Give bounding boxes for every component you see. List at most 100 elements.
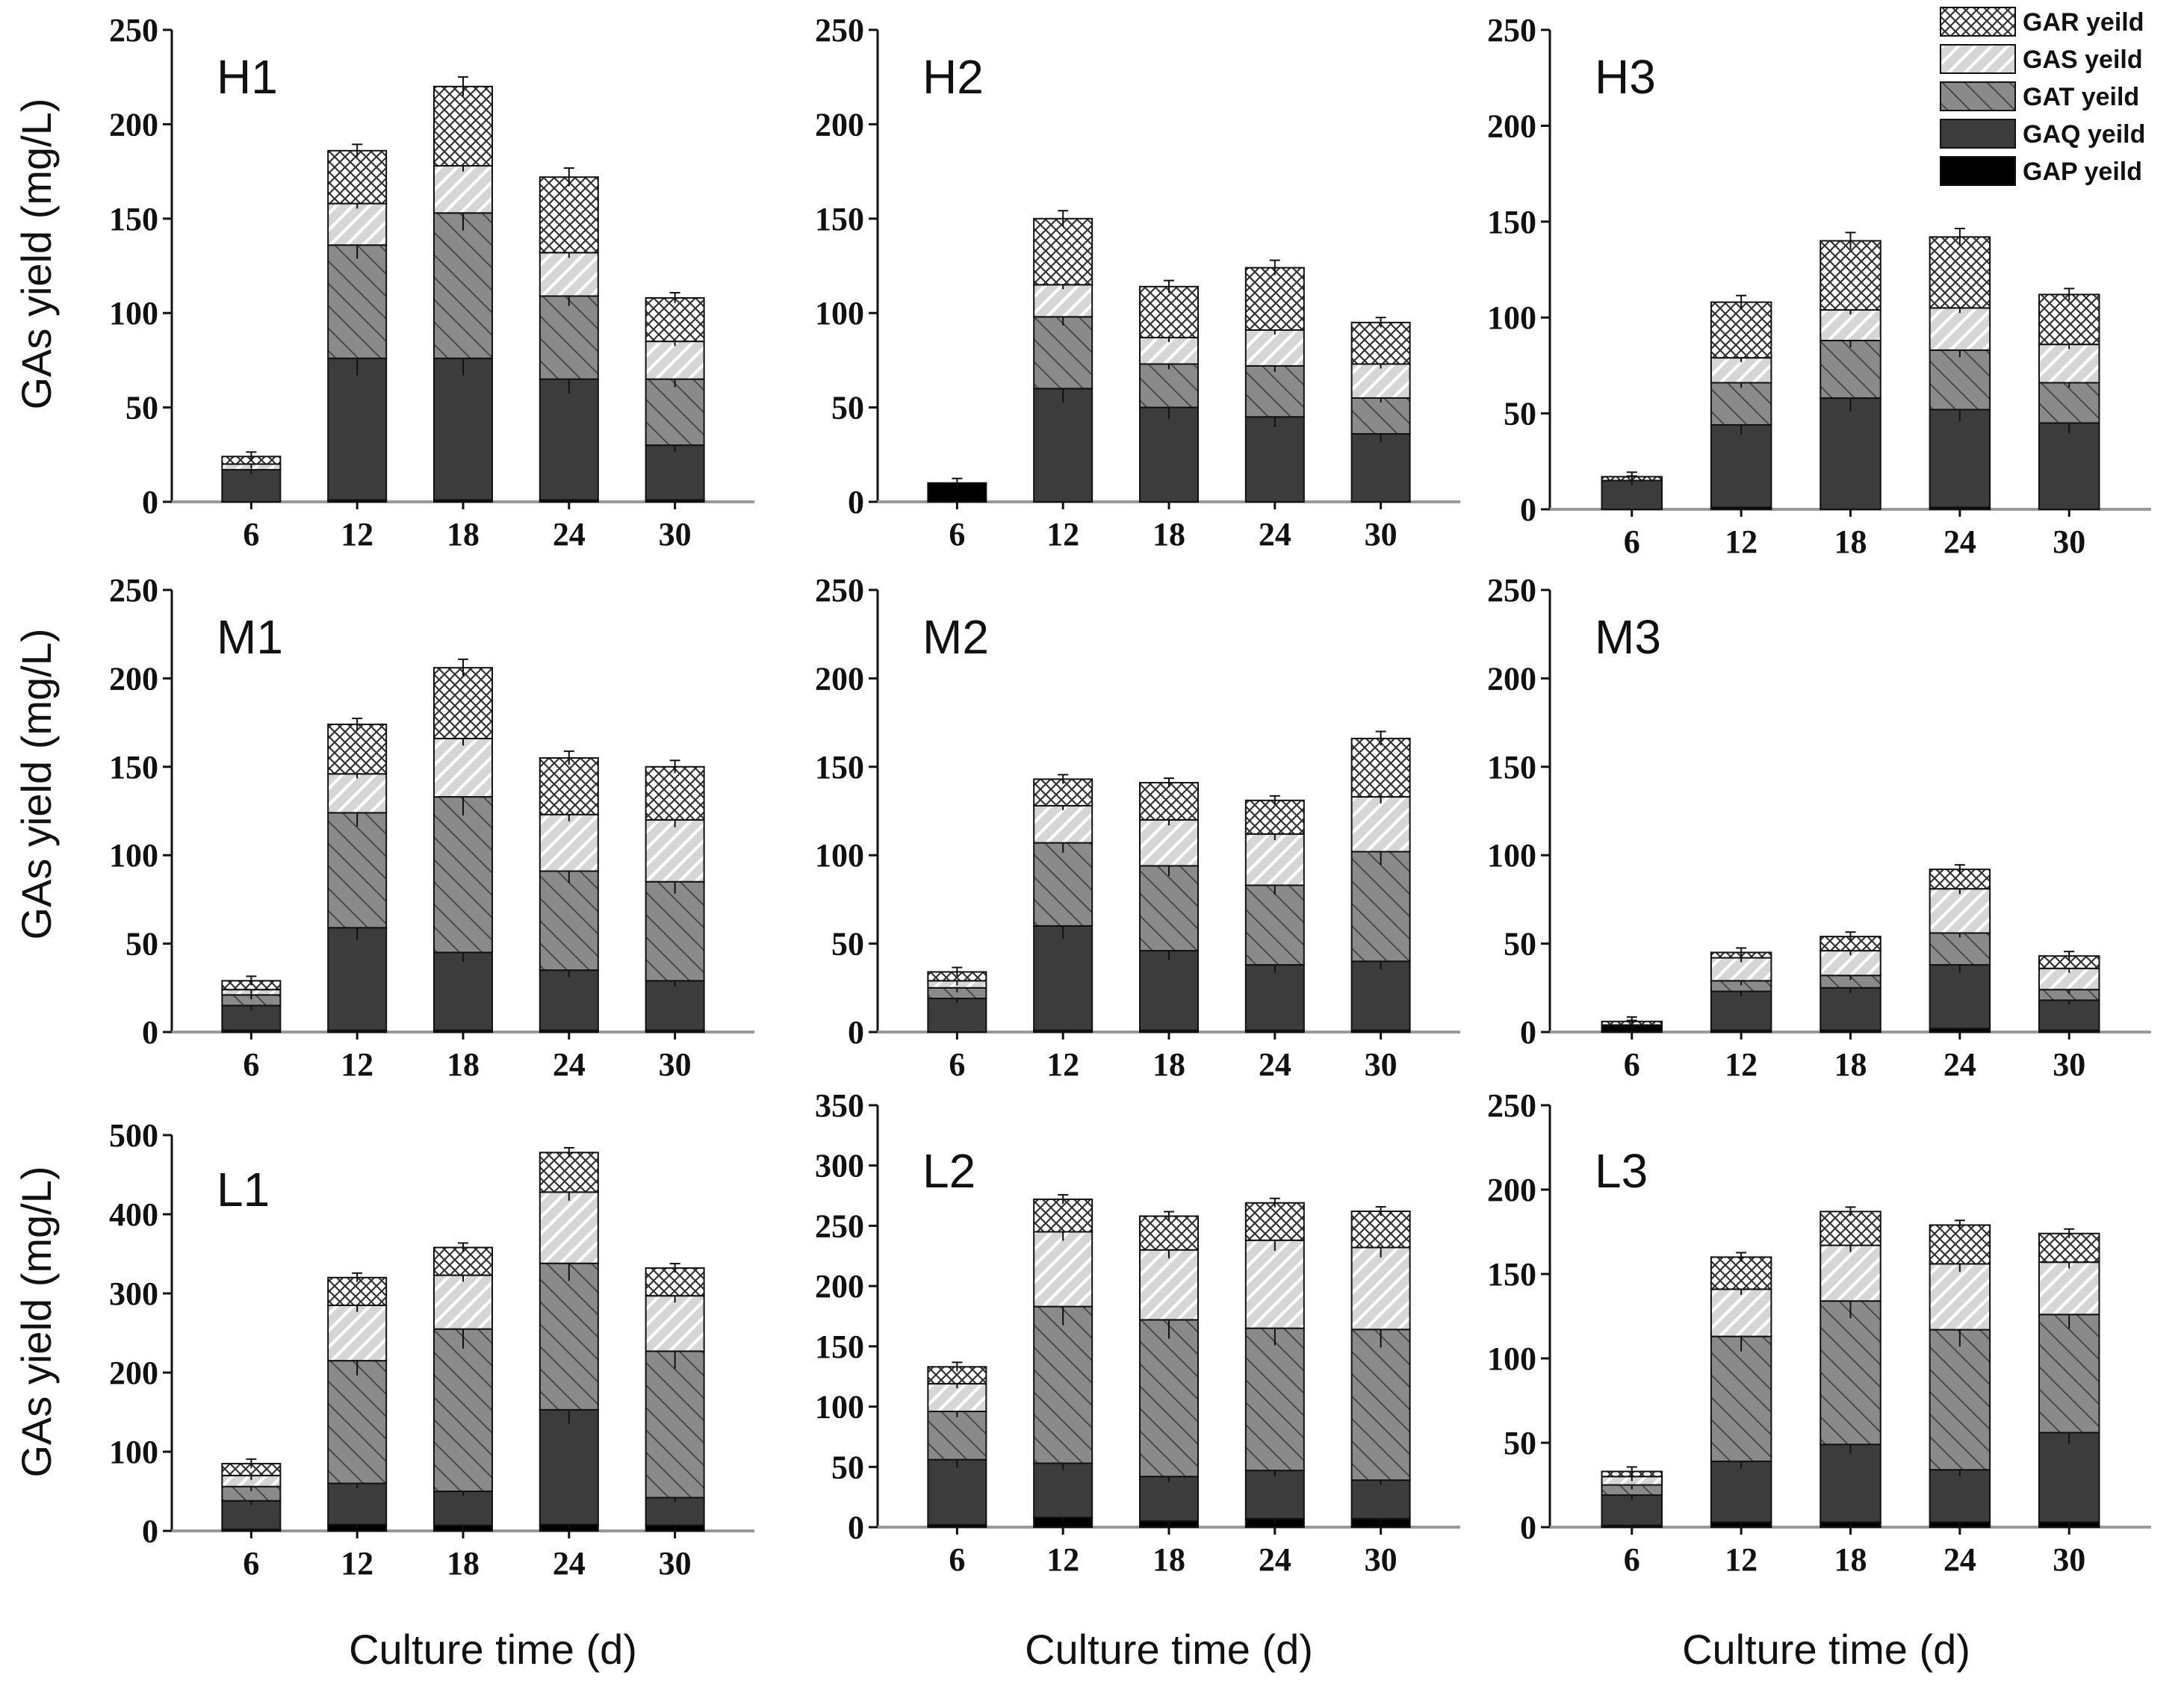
y-tick-label: 250 [1487, 1087, 1536, 1124]
y-tick-label: 250 [1487, 12, 1536, 49]
y-tick-label: 0 [848, 484, 864, 521]
y-tick-label: 200 [815, 106, 864, 143]
bar-segment-gaq-m3-d30 [2038, 999, 2100, 1031]
bar-segment-gat-l2-d18 [1139, 1319, 1199, 1478]
legend: GAR yeild GAS yeild GAT yeild GAQ yeild GAP … [1940, 7, 2145, 186]
bar-segment-gat-m2-d18 [1139, 865, 1199, 952]
bar-segment-gas-m1-d24 [539, 813, 599, 872]
x-tick-label: 30 [2053, 1541, 2085, 1578]
bar-segment-gaq-h3-d12 [1710, 424, 1772, 509]
bar-segment-gat-h3-d18 [1820, 340, 1881, 400]
y-tick-label: 100 [109, 295, 158, 332]
x-axis-title-center: Culture time (d) [1025, 1626, 1313, 1673]
bar-segment-gar-h2-d18 [1139, 285, 1199, 339]
bar-segment-gas-h2-d24 [1244, 329, 1305, 367]
bar-segment-gar-h2-d12 [1033, 217, 1093, 286]
x-tick-label: 30 [659, 1545, 692, 1582]
bar-segment-gas-m2-d24 [1244, 833, 1305, 886]
x-tick-label: 6 [1624, 523, 1640, 560]
bar-segment-gaq-h2-d12 [1033, 388, 1093, 503]
bar-segment-gaq-h3-d24 [1929, 408, 1991, 509]
x-tick-label: 18 [447, 1545, 480, 1582]
bar-segment-gaq-l1-d6 [221, 1500, 282, 1530]
bar-segment-gar-l1-d12 [327, 1276, 388, 1306]
bar-segment-gaq-l2-d6 [927, 1458, 987, 1526]
panel-title: H3 [1595, 50, 1656, 104]
bar-segment-gat-h1-d30 [645, 378, 705, 447]
bar-segment-gaq-l1-d18 [433, 1491, 493, 1526]
bar-segment-gat-l3-d12 [1710, 1335, 1772, 1462]
bar-segment-gar-l2-d24 [1244, 1202, 1305, 1241]
bar-segment-gar-m2-d18 [1139, 782, 1199, 821]
bar-segment-gat-l2-d12 [1033, 1305, 1093, 1464]
bar-segment-gaq-l2-d18 [1139, 1476, 1199, 1522]
y-tick-label: 50 [125, 390, 158, 426]
y-tick-label: 100 [109, 837, 158, 874]
bar-segment-gar-m2-d30 [1350, 737, 1411, 798]
bar-segment-gat-h3-d24 [1929, 349, 1991, 411]
bar-segment-gat-h2-d24 [1244, 364, 1305, 418]
bar-segment-gaq-m1-d30 [645, 980, 705, 1031]
bar-segment-gar-h2-d24 [1244, 267, 1305, 331]
y-tick-label: 150 [815, 1329, 864, 1365]
y-tick-label: 150 [1487, 204, 1536, 240]
x-tick-label: 30 [2053, 1046, 2085, 1083]
bar-segment-gaq-h1-d18 [433, 357, 493, 501]
y-tick-label: 150 [1487, 749, 1536, 786]
legend-label-gap: GAP yeild [2023, 158, 2142, 186]
bar-segment-gas-m2-d12 [1033, 804, 1093, 844]
x-tick-label: 12 [1725, 523, 1758, 560]
y-tick-label: 100 [1487, 299, 1536, 336]
bar-segment-gas-m1-d12 [327, 773, 388, 814]
panel-title: L1 [217, 1163, 270, 1217]
panel-m2: 0 50 100 150 200 250 6 12 18 24 30 M2 [815, 572, 1460, 1083]
y-tick-label: 50 [1504, 396, 1536, 432]
y-tick-label: 200 [1487, 108, 1536, 144]
bar-segment-gaq-h1-d30 [645, 444, 705, 501]
bar-segment-gar-h1-d18 [433, 85, 493, 167]
bar-segment-gaq-m3-d24 [1929, 964, 1991, 1030]
x-tick-label: 6 [949, 1541, 965, 1578]
y-tick-label: 100 [815, 1389, 864, 1426]
bar-segment-gar-l3-d24 [1929, 1224, 1991, 1265]
bar-segment-gar-l2-d18 [1139, 1215, 1199, 1251]
bar-segment-gaq-h3-d18 [1820, 397, 1881, 511]
legend-swatch-gar [1940, 7, 2016, 37]
x-tick-label: 6 [243, 1545, 259, 1582]
x-tick-label: 24 [1259, 1046, 1291, 1083]
bar-segment-gar-m1-d12 [327, 723, 388, 775]
panel-title: L2 [922, 1144, 975, 1198]
y-tick-label: 0 [1520, 1014, 1536, 1051]
y-tick-label: 50 [831, 390, 864, 426]
bar-segment-gar-m1-d18 [433, 667, 493, 739]
x-tick-label: 24 [1259, 1541, 1291, 1578]
y-tick-label: 200 [815, 660, 864, 697]
bar-segment-gaq-m1-d12 [327, 927, 388, 1031]
bar-segment-gat-l3-d30 [2038, 1314, 2100, 1434]
x-tick-label: 12 [341, 516, 373, 553]
bar-segment-gaq-m2-d30 [1350, 960, 1411, 1031]
x-tick-label: 12 [1725, 1046, 1758, 1083]
y-tick-label: 200 [1487, 1172, 1536, 1208]
bar-segment-gaq-l2-d24 [1244, 1470, 1305, 1520]
x-tick-label: 6 [1624, 1046, 1640, 1083]
panel-m1: 0 50 100 150 200 250 6 12 18 24 30 M1 [109, 572, 754, 1083]
bar-segment-gat-h1-d18 [433, 212, 493, 359]
bar-segment-gaq-m1-d18 [433, 951, 493, 1031]
bar-segment-gaq-l1-d12 [327, 1482, 388, 1526]
legend-swatch-gas [1940, 44, 2016, 74]
bar-segment-gas-l3-d24 [1929, 1263, 1991, 1331]
y-tick-label: 100 [815, 837, 864, 874]
y-axis-title-bottom: GAs yield (mg/L) [13, 1166, 60, 1478]
bar-segment-gas-l2-d24 [1244, 1239, 1305, 1329]
x-tick-label: 24 [1943, 1541, 1976, 1578]
bar-segment-gat-m1-d12 [327, 812, 388, 929]
bar-segment-gas-h1-d30 [645, 341, 705, 380]
panel-l1: 0 100 200 300 400 500 6 12 18 24 30 L1 [109, 1117, 754, 1582]
bar-segment-gat-l2-d30 [1350, 1329, 1411, 1482]
y-tick-label: 100 [109, 1434, 158, 1470]
x-tick-label: 24 [553, 516, 586, 553]
y-tick-label: 0 [848, 1509, 864, 1546]
x-tick-label: 18 [447, 516, 480, 553]
